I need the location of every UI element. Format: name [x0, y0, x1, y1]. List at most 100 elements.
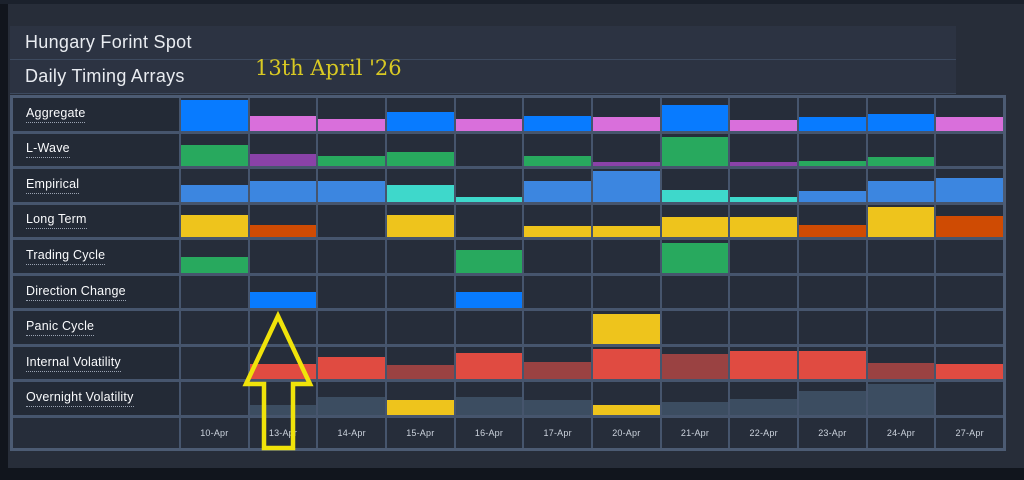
row-label-text[interactable]: Aggregate: [26, 106, 86, 123]
grid-cell-empirical-20-Apr: [592, 169, 660, 202]
grid-cell-panic-cycle-16-Apr: [455, 311, 523, 344]
grid-cell-internal-volatility-23-Apr: [798, 346, 866, 380]
timing-bar: [455, 397, 523, 415]
row-label-text[interactable]: Internal Volatility: [26, 355, 121, 372]
timing-bar: [181, 185, 248, 202]
timing-bar: [318, 118, 385, 131]
timing-bar: [455, 353, 523, 380]
timing-bar: [730, 217, 797, 238]
timing-bar: [592, 170, 660, 202]
grid-cell-aggregate-21-Apr: [661, 98, 729, 131]
title-row: Hungary Forint Spot: [10, 26, 956, 60]
timing-bar: [592, 225, 660, 238]
grid-cell-empirical-14-Apr: [318, 169, 385, 202]
timing-bar: [181, 257, 248, 273]
timing-bar: [592, 161, 660, 167]
grid-cell-panic-cycle-17-Apr: [524, 311, 591, 344]
grid-cell-trading-cycle-10-Apr: [181, 240, 248, 273]
grid-cell-aggregate-22-Apr: [730, 98, 797, 131]
row-label-l-wave: L-Wave: [13, 133, 179, 167]
row-label-text[interactable]: Trading Cycle: [26, 248, 106, 265]
timing-grid: Aggregate L-Wave Empirical Long Term Trading…: [13, 98, 1003, 448]
timing-bar: [798, 350, 866, 380]
timing-bar: [592, 405, 660, 415]
grid-cell-direction-change-14-Apr: [318, 275, 385, 309]
grid-cell-trading-cycle-17-Apr: [524, 240, 591, 273]
grid-cell-panic-cycle-13-Apr: [249, 311, 317, 344]
grid-cell-l-wave-16-Apr: [455, 133, 523, 167]
row-label-text[interactable]: Empirical: [26, 177, 80, 194]
grid-cell-overnight-volatility-21-Apr: [661, 382, 729, 415]
grid-cell-empirical-27-Apr: [936, 169, 1003, 202]
row-label-text[interactable]: L-Wave: [26, 141, 70, 159]
grid-cell-empirical-10-Apr: [181, 169, 248, 202]
grid-cell-trading-cycle-15-Apr: [386, 240, 454, 273]
grid-cell-direction-change-27-Apr: [936, 275, 1003, 309]
row-label-text[interactable]: Panic Cycle: [26, 319, 95, 337]
timing-bar: [730, 119, 797, 131]
grid-cell-long-term-17-Apr: [524, 204, 591, 238]
row-label-direction-change: Direction Change: [13, 275, 179, 309]
grid-cell-long-term-21-Apr: [661, 204, 729, 238]
row-label-empirical: Empirical: [13, 169, 179, 202]
grid-cell-l-wave-21-Apr: [661, 133, 729, 167]
grid-cell-l-wave-22-Apr: [730, 133, 797, 167]
grid-cell-overnight-volatility-27-Apr: [936, 382, 1003, 415]
row-label-trading-cycle: Trading Cycle: [13, 240, 179, 273]
timing-bar: [867, 180, 935, 202]
timing-bar: [661, 190, 729, 202]
timing-bar: [455, 292, 523, 309]
grid-cell-panic-cycle-21-Apr: [661, 311, 729, 344]
grid-cell-overnight-volatility-13-Apr: [249, 382, 317, 415]
timing-bar: [524, 225, 591, 238]
timing-bar: [867, 113, 935, 131]
timing-bar: [798, 160, 866, 167]
timing-bar: [867, 363, 935, 380]
timing-bar: [936, 216, 1003, 238]
date-label-21-Apr: 21-Apr: [661, 418, 729, 448]
row-label-text[interactable]: Long Term: [26, 212, 87, 230]
grid-cell-empirical-23-Apr: [798, 169, 866, 202]
timing-bar: [592, 349, 660, 380]
date-label-24-Apr: 24-Apr: [867, 418, 935, 448]
timing-bar: [318, 356, 385, 380]
grid-cell-panic-cycle-23-Apr: [798, 311, 866, 344]
timing-bar: [524, 156, 591, 167]
grid-cell-empirical-22-Apr: [730, 169, 797, 202]
grid-cell-internal-volatility-22-Apr: [730, 346, 797, 380]
grid-cell-panic-cycle-20-Apr: [592, 311, 660, 344]
date-label-27-Apr: 27-Apr: [936, 418, 1003, 448]
date-label-23-Apr: 23-Apr: [798, 418, 866, 448]
grid-cell-long-term-16-Apr: [455, 204, 523, 238]
date-label-20-Apr: 20-Apr: [592, 418, 660, 448]
row-label-internal-volatility: Internal Volatility: [13, 346, 179, 380]
grid-cell-internal-volatility-20-Apr: [592, 346, 660, 380]
timing-bar: [455, 118, 523, 131]
grid-cell-direction-change-17-Apr: [524, 275, 591, 309]
timing-bar: [249, 292, 317, 309]
timing-bar: [798, 116, 866, 131]
grid-cell-direction-change-21-Apr: [661, 275, 729, 309]
grid-cell-direction-change-23-Apr: [798, 275, 866, 309]
timing-bar: [249, 153, 317, 167]
timing-bar: [524, 400, 591, 415]
date-label-14-Apr: 14-Apr: [318, 418, 385, 448]
grid-cell-aggregate-10-Apr: [181, 98, 248, 131]
grid-cell-internal-volatility-15-Apr: [386, 346, 454, 380]
grid-cell-internal-volatility-16-Apr: [455, 346, 523, 380]
grid-cell-direction-change-20-Apr: [592, 275, 660, 309]
grid-cell-internal-volatility-10-Apr: [181, 346, 248, 380]
row-label-text[interactable]: Overnight Volatility: [26, 390, 134, 408]
grid-cell-long-term-23-Apr: [798, 204, 866, 238]
grid-cell-overnight-volatility-20-Apr: [592, 382, 660, 415]
timing-bar: [318, 156, 385, 167]
row-label-text[interactable]: Direction Change: [26, 284, 126, 301]
timing-bar: [661, 217, 729, 238]
grid-cell-trading-cycle-16-Apr: [455, 240, 523, 273]
timing-bar: [386, 185, 454, 202]
grid-cell-aggregate-20-Apr: [592, 98, 660, 131]
grid-cell-l-wave-10-Apr: [181, 133, 248, 167]
header: Hungary Forint Spot Daily Timing Arrays: [10, 26, 956, 94]
grid-cell-panic-cycle-15-Apr: [386, 311, 454, 344]
timing-bar: [867, 157, 935, 167]
